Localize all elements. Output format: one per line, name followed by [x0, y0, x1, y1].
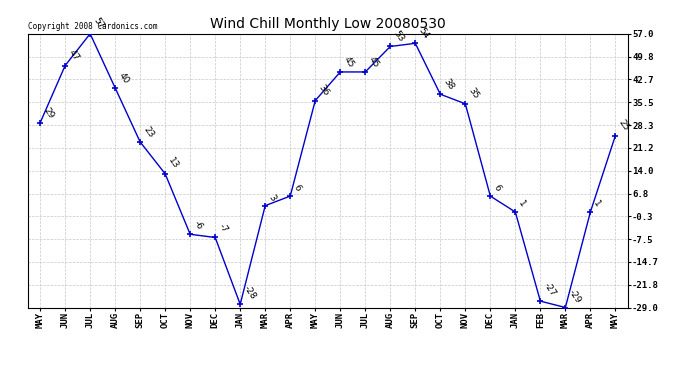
Text: 6: 6 — [492, 183, 502, 193]
Text: 35: 35 — [466, 86, 481, 101]
Title: Wind Chill Monthly Low 20080530: Wind Chill Monthly Low 20080530 — [210, 17, 446, 31]
Text: 13: 13 — [166, 156, 181, 171]
Text: 47: 47 — [66, 48, 81, 63]
Text: 25: 25 — [617, 118, 631, 133]
Text: 23: 23 — [141, 125, 155, 139]
Text: 38: 38 — [442, 77, 455, 92]
Text: -7: -7 — [217, 222, 229, 235]
Text: -6: -6 — [192, 219, 204, 231]
Text: 36: 36 — [317, 83, 331, 98]
Text: 45: 45 — [366, 55, 381, 69]
Text: 6: 6 — [292, 183, 302, 193]
Text: 3: 3 — [266, 193, 277, 203]
Text: -27: -27 — [542, 281, 558, 298]
Text: 45: 45 — [342, 55, 355, 69]
Text: 54: 54 — [417, 26, 431, 40]
Text: 29: 29 — [41, 106, 55, 120]
Text: 57: 57 — [92, 16, 106, 31]
Text: -28: -28 — [241, 284, 257, 302]
Text: 1: 1 — [592, 200, 602, 209]
Text: Copyright 2008 Cardonics.com: Copyright 2008 Cardonics.com — [28, 22, 157, 31]
Text: 40: 40 — [117, 70, 130, 85]
Text: -29: -29 — [566, 288, 582, 305]
Text: 53: 53 — [392, 29, 406, 44]
Text: 1: 1 — [517, 200, 527, 209]
